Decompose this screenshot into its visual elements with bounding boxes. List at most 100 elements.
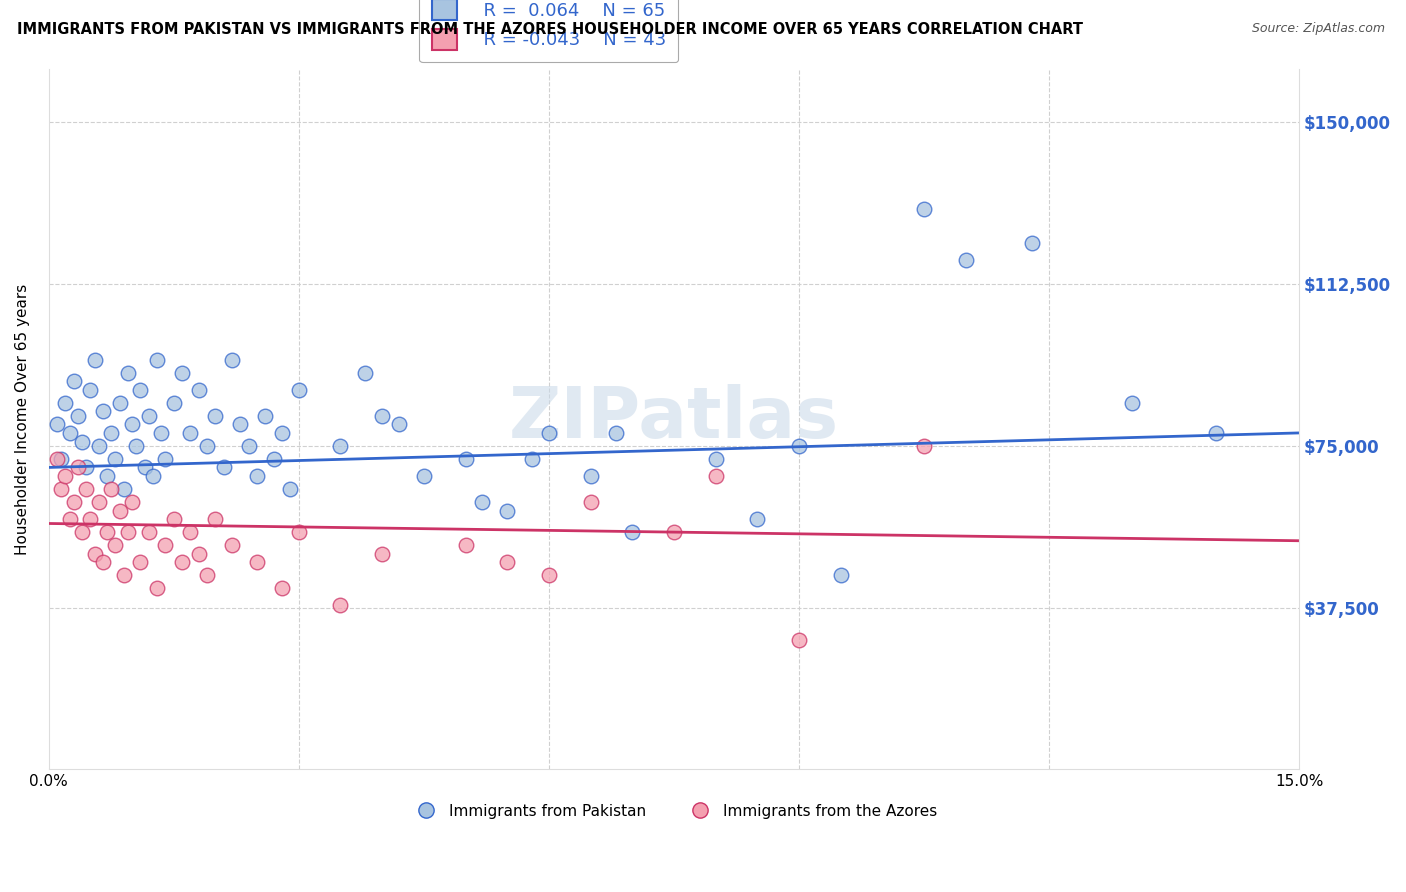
Point (66, 460, 89, 475)
Point (51, 451, 73, 466)
Point (830, 568, 852, 582)
Point (496, 555, 519, 569)
Point (51, 482, 73, 496)
Text: ZIPatlas: ZIPatlas (509, 384, 839, 453)
Point (70, 525, 93, 540)
Point (58, 425, 80, 440)
Point (662, 525, 685, 540)
Point (121, 417, 143, 432)
Point (129, 383, 152, 397)
Point (70, 434, 93, 449)
Point (329, 599, 352, 613)
Point (146, 352, 169, 367)
Point (83, 547, 105, 561)
Point (55, 396, 77, 410)
Point (238, 439, 260, 453)
Point (704, 469, 727, 483)
Point (212, 460, 235, 475)
Point (605, 425, 627, 440)
Point (96, 525, 118, 540)
Point (288, 383, 311, 397)
Point (75, 482, 97, 496)
Point (79, 512, 101, 526)
Point (1205, 425, 1227, 440)
Point (87, 439, 110, 453)
Point (46, 417, 69, 432)
Point (1021, 236, 1043, 251)
Point (108, 503, 131, 517)
Point (142, 469, 165, 483)
Point (412, 469, 434, 483)
Text: IMMIGRANTS FROM PAKISTAN VS IMMIGRANTS FROM THE AZORES HOUSEHOLDER INCOME OVER 6: IMMIGRANTS FROM PAKISTAN VS IMMIGRANTS F… (17, 22, 1083, 37)
Point (787, 439, 810, 453)
Point (58, 512, 80, 526)
Point (704, 451, 727, 466)
Point (288, 525, 311, 540)
Point (579, 495, 602, 509)
Point (371, 409, 394, 423)
Point (246, 555, 269, 569)
Y-axis label: Householder Income Over 65 years: Householder Income Over 65 years (15, 284, 30, 555)
Point (91, 555, 114, 569)
Point (138, 409, 160, 423)
Point (112, 482, 135, 496)
Point (108, 396, 131, 410)
Text: Source: ZipAtlas.com: Source: ZipAtlas.com (1251, 22, 1385, 36)
Point (83, 352, 105, 367)
Point (787, 632, 810, 647)
Point (187, 547, 209, 561)
Point (621, 525, 644, 540)
Point (104, 451, 127, 466)
Point (522, 451, 544, 466)
Point (195, 568, 218, 582)
Point (150, 425, 173, 440)
Point (912, 439, 935, 453)
Point (229, 417, 252, 432)
Point (388, 417, 411, 432)
Point (537, 425, 560, 440)
Point (117, 366, 139, 380)
Point (155, 538, 177, 552)
Point (263, 451, 285, 466)
Point (87, 495, 110, 509)
Point (155, 451, 177, 466)
Point (125, 439, 148, 453)
Point (204, 512, 226, 526)
Point (163, 396, 186, 410)
Point (138, 525, 160, 540)
Point (955, 253, 977, 268)
Point (117, 525, 139, 540)
Point (146, 581, 169, 595)
Point (747, 512, 769, 526)
Point (79, 383, 101, 397)
Point (121, 495, 143, 509)
Point (354, 366, 377, 380)
Point (471, 495, 494, 509)
Point (172, 555, 194, 569)
Point (271, 581, 294, 595)
Legend: Immigrants from Pakistan, Immigrants from the Azores: Immigrants from Pakistan, Immigrants fro… (405, 797, 943, 825)
Point (329, 439, 352, 453)
Point (46, 451, 69, 466)
Point (579, 469, 602, 483)
Point (104, 538, 127, 552)
Point (371, 547, 394, 561)
Point (1121, 396, 1143, 410)
Point (912, 202, 935, 216)
Point (100, 425, 122, 440)
Point (280, 482, 302, 496)
Point (112, 568, 135, 582)
Point (537, 568, 560, 582)
Point (55, 469, 77, 483)
Point (246, 469, 269, 483)
Point (221, 538, 243, 552)
Point (96, 469, 118, 483)
Point (179, 425, 201, 440)
Point (66, 409, 89, 423)
Point (163, 512, 186, 526)
Point (195, 439, 218, 453)
Point (179, 525, 201, 540)
Point (454, 538, 477, 552)
Point (204, 409, 226, 423)
Point (254, 409, 277, 423)
